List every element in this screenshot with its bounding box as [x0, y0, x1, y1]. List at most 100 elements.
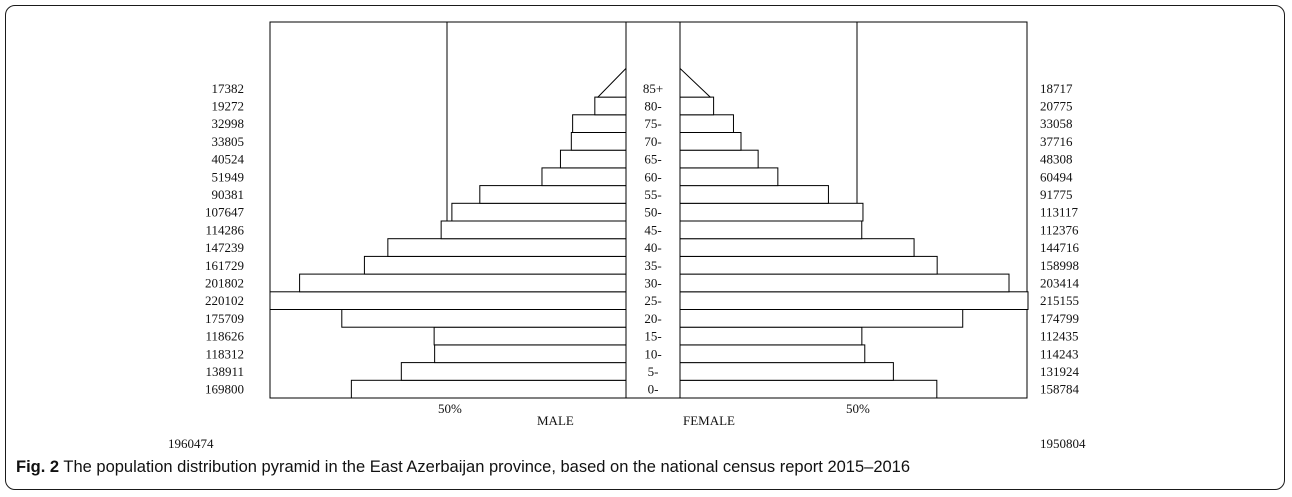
plot-border	[269, 21, 1028, 399]
male-value-labels: 169800 138911 118312 118626 175709 220102 2018…	[205, 81, 245, 397]
age-label: 40-	[644, 240, 661, 255]
female-bar	[679, 185, 829, 204]
age-label: 80-	[644, 98, 661, 113]
figure-caption-label: Fig. 2	[16, 458, 60, 476]
male-value-label: 107647	[205, 205, 245, 220]
male-value-label: 32998	[212, 116, 245, 131]
male-value-label: 220102	[205, 293, 244, 308]
ref-line-right-label: 50%	[846, 401, 870, 416]
male-value-label: 161729	[205, 258, 244, 273]
female-bar	[679, 67, 712, 98]
figure-frame	[5, 5, 1285, 490]
age-label: 50-	[644, 205, 661, 220]
female-bar	[679, 326, 863, 346]
female-bar	[679, 114, 734, 134]
population-pyramid-chart: 0- 5- 10- 15- 20- 25- 30- 35- 40- 45- 50- 55- 60- 65-…	[168, 21, 1086, 450]
male-bar	[269, 291, 627, 310]
female-bar	[679, 291, 1029, 310]
male-value-label: 51949	[212, 169, 245, 184]
female-bars	[679, 67, 1029, 399]
female-value-label: 114243	[1040, 346, 1079, 361]
female-value-label: 48308	[1040, 152, 1073, 167]
female-value-label: 20775	[1040, 98, 1073, 113]
female-value-label: 158784	[1040, 382, 1080, 397]
male-total: 1960474	[168, 436, 214, 450]
female-bar	[679, 149, 759, 169]
female-bar	[679, 220, 863, 240]
age-label: 35-	[644, 258, 661, 273]
age-label: 55-	[644, 187, 661, 202]
ref-line-left-label: 50%	[438, 401, 462, 416]
figure-caption-text: The population distribution pyramid in t…	[63, 458, 911, 476]
male-value-label: 19272	[212, 98, 245, 113]
female-value-label: 60494	[1040, 169, 1073, 184]
age-label: 0-	[648, 382, 659, 397]
age-label: 45-	[644, 222, 661, 237]
male-bar	[434, 344, 627, 364]
male-value-label: 169800	[205, 382, 244, 397]
female-bar	[679, 309, 964, 328]
male-bar	[363, 255, 627, 275]
female-value-label: 131924	[1040, 364, 1080, 379]
male-bar	[572, 114, 627, 134]
female-bar	[679, 273, 1010, 293]
male-bar	[387, 238, 627, 257]
female-value-label: 174799	[1040, 311, 1079, 326]
male-bar	[400, 362, 627, 381]
female-bar	[679, 167, 779, 187]
age-label: 15-	[644, 329, 661, 344]
male-bars	[269, 67, 627, 399]
male-bar	[440, 220, 627, 240]
female-bar	[679, 238, 915, 257]
female-value-label: 37716	[1040, 134, 1073, 149]
male-bar	[350, 379, 627, 399]
male-value-label: 118312	[205, 346, 244, 361]
male-value-label: 147239	[205, 240, 244, 255]
male-bar	[541, 167, 627, 187]
female-value-label: 112435	[1040, 329, 1079, 344]
age-label: 10-	[644, 346, 661, 361]
age-label: 25-	[644, 293, 661, 308]
female-axis-label: FEMALE	[683, 413, 735, 428]
female-bar	[679, 379, 938, 399]
male-value-label: 33805	[212, 134, 245, 149]
age-label: 70-	[644, 134, 661, 149]
female-total: 1950804	[1040, 436, 1086, 450]
male-bar	[299, 273, 627, 293]
age-label: 65-	[644, 152, 661, 167]
female-bar	[679, 344, 866, 364]
male-bar	[451, 202, 627, 222]
female-value-label: 33058	[1040, 116, 1073, 131]
male-axis-label: MALE	[537, 413, 574, 428]
male-bar	[479, 185, 627, 204]
male-bar	[559, 149, 627, 169]
age-label: 5-	[648, 364, 659, 379]
female-value-label: 18717	[1040, 81, 1073, 96]
age-label: 20-	[644, 311, 661, 326]
female-bar	[679, 202, 864, 222]
age-label: 75-	[644, 116, 661, 131]
male-bar	[433, 326, 627, 346]
male-bar	[596, 67, 627, 98]
female-value-label: 112376	[1040, 222, 1079, 237]
age-label: 85+	[643, 81, 663, 96]
female-value-label: 215155	[1040, 293, 1079, 308]
age-label: 30-	[644, 275, 661, 290]
female-value-label: 91775	[1040, 187, 1073, 202]
female-value-label: 203414	[1040, 275, 1080, 290]
male-bar	[570, 132, 627, 151]
male-value-label: 118626	[205, 329, 244, 344]
female-bar	[679, 96, 715, 116]
male-value-label: 40524	[212, 152, 245, 167]
male-value-label: 138911	[205, 364, 244, 379]
male-value-label: 17382	[212, 81, 245, 96]
female-value-label: 144716	[1040, 240, 1080, 255]
female-bar	[679, 255, 938, 275]
female-bar	[679, 362, 894, 381]
male-value-label: 201802	[205, 275, 244, 290]
age-label: 60-	[644, 169, 661, 184]
female-value-label: 158998	[1040, 258, 1079, 273]
male-value-label: 90381	[212, 187, 245, 202]
female-bar	[679, 132, 742, 151]
female-value-label: 113117	[1040, 205, 1079, 220]
